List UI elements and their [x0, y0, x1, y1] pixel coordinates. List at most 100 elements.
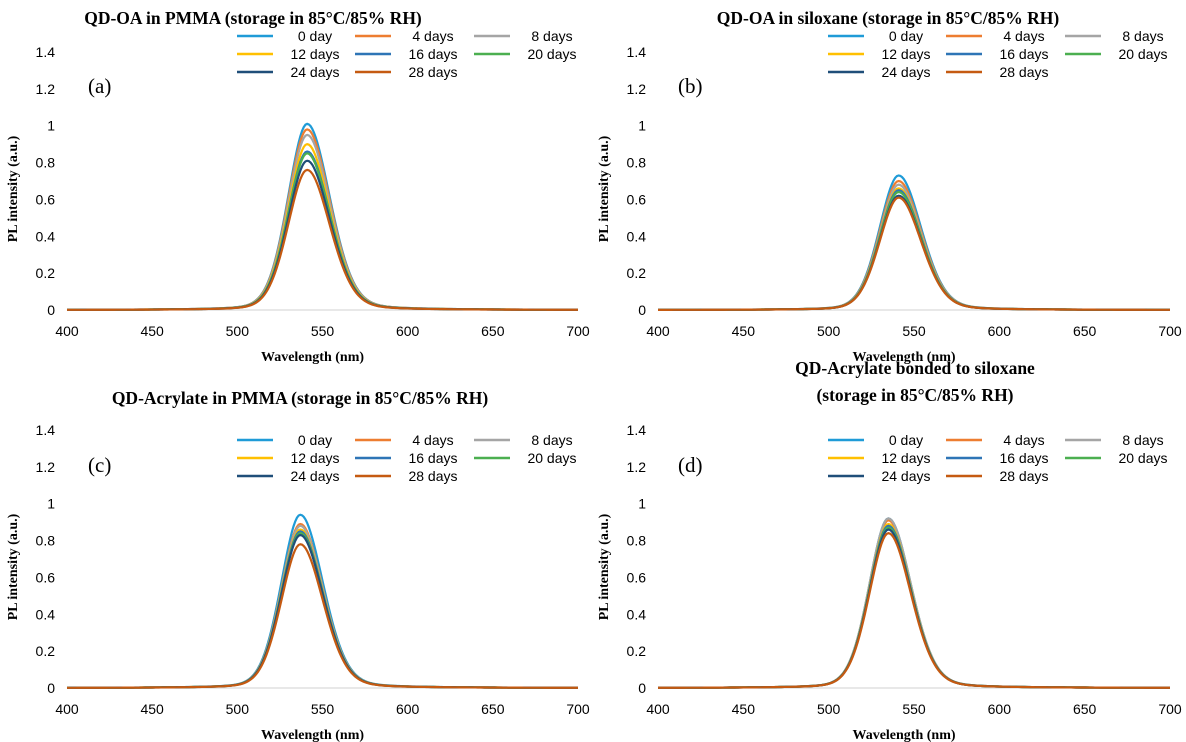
legend-label: 16 days [408, 450, 457, 466]
legend-label: 24 days [290, 64, 339, 80]
x-tick-label: 500 [226, 323, 250, 339]
legend-label: 24 days [881, 468, 930, 484]
legend-label: 8 days [1122, 432, 1163, 448]
legend-label: 4 days [1003, 28, 1044, 44]
legend-label: 28 days [999, 64, 1048, 80]
y-tick-label: 1 [47, 496, 55, 512]
chart-title: QD-OA in siloxane (storage in 85°C/85% R… [717, 8, 1060, 28]
y-axis-label: PL intensity (a.u.) [597, 135, 612, 242]
y-tick-label: 0.6 [627, 569, 647, 585]
chart-panel-4: QD-Acrylate bonded to siloxane (storage i… [597, 358, 1182, 742]
legend-label: 20 days [1118, 46, 1167, 62]
legend-label: 16 days [999, 450, 1048, 466]
x-tick-label: 550 [902, 323, 926, 339]
x-axis-label: Wavelength (nm) [852, 728, 955, 742]
x-tick-label: 550 [311, 323, 335, 339]
y-axis-label: PL intensity (a.u.) [6, 513, 21, 620]
x-tick-label: 500 [817, 701, 841, 717]
y-tick-label: 0.2 [36, 265, 56, 281]
panel-label: (a) [88, 74, 111, 98]
series-line-0-day [67, 124, 578, 310]
y-axis-label: PL intensity (a.u.) [6, 135, 21, 242]
x-tick-label: 700 [566, 701, 590, 717]
y-tick-label: 1 [47, 118, 55, 134]
y-tick-label: 1.2 [36, 81, 56, 97]
y-tick-label: 1 [638, 118, 646, 134]
x-tick-label: 700 [566, 323, 590, 339]
x-tick-label: 450 [140, 701, 164, 717]
panel-label: (d) [678, 453, 703, 477]
x-tick-label: 600 [396, 701, 420, 717]
legend-label: 16 days [999, 46, 1048, 62]
y-tick-label: 1.2 [627, 459, 647, 475]
y-tick-label: 0.2 [36, 643, 56, 659]
x-tick-label: 400 [55, 701, 79, 717]
chart-panel-1: QD-OA in PMMA (storage in 85°C/85% RH) 0 0… [6, 8, 590, 365]
chart-title: (storage in 85°C/85% RH) [816, 385, 1013, 405]
legend-label: 4 days [1003, 432, 1044, 448]
x-tick-label: 500 [226, 701, 250, 717]
y-tick-label: 0.6 [36, 191, 56, 207]
legend-label: 24 days [881, 64, 930, 80]
legend-label: 20 days [1118, 450, 1167, 466]
x-axis-label: Wavelength (nm) [261, 728, 364, 742]
y-tick-label: 0.8 [627, 155, 647, 171]
y-tick-label: 0.6 [36, 569, 56, 585]
panel-label: (c) [88, 453, 111, 477]
x-tick-label: 400 [646, 701, 670, 717]
y-tick-label: 1 [638, 496, 646, 512]
chart-panel-2: QD-OA in siloxane (storage in 85°C/85% R… [597, 8, 1182, 365]
x-tick-label: 450 [140, 323, 164, 339]
x-tick-label: 400 [55, 323, 79, 339]
legend-label: 16 days [408, 46, 457, 62]
legend-label: 4 days [412, 432, 453, 448]
y-axis-label: PL intensity (a.u.) [597, 513, 612, 620]
y-tick-label: 0.8 [627, 533, 647, 549]
y-tick-label: 1.4 [627, 422, 647, 438]
series-line-8-days [67, 526, 578, 688]
series-line-24-days [67, 535, 578, 688]
x-tick-label: 500 [817, 323, 841, 339]
series-line-28-days [67, 544, 578, 688]
y-tick-label: 0.4 [36, 228, 56, 244]
series-line-4-days [67, 129, 578, 309]
y-tick-label: 0 [47, 302, 55, 318]
legend-label: 8 days [531, 28, 572, 44]
x-tick-label: 700 [1158, 323, 1182, 339]
series-line-4-days [67, 524, 578, 688]
series-line-12-days [67, 530, 578, 688]
x-tick-label: 450 [732, 323, 756, 339]
legend-label: 28 days [408, 64, 457, 80]
y-tick-label: 1.2 [36, 459, 56, 475]
chart-title: QD-OA in PMMA (storage in 85°C/85% RH) [84, 8, 422, 28]
legend-label: 4 days [412, 28, 453, 44]
y-tick-label: 0 [638, 302, 646, 318]
y-tick-label: 0 [638, 680, 646, 696]
legend-label: 12 days [290, 450, 339, 466]
legend-label: 8 days [531, 432, 572, 448]
x-tick-label: 650 [1073, 323, 1097, 339]
x-axis-label: Wavelength (nm) [261, 350, 364, 365]
series-line-16-days [67, 531, 578, 687]
x-tick-label: 400 [646, 323, 670, 339]
y-tick-label: 1.4 [627, 44, 647, 60]
x-tick-label: 600 [988, 323, 1012, 339]
legend-label: 20 days [527, 46, 576, 62]
legend-label: 0 day [298, 432, 332, 448]
series-line-0-day [658, 175, 1170, 309]
y-tick-label: 0.4 [627, 606, 647, 622]
y-tick-label: 0.2 [627, 265, 647, 281]
y-tick-label: 0.8 [36, 533, 56, 549]
y-tick-label: 1.4 [36, 422, 56, 438]
x-tick-label: 650 [481, 323, 505, 339]
legend-label: 8 days [1122, 28, 1163, 44]
x-tick-label: 600 [396, 323, 420, 339]
legend-label: 28 days [408, 468, 457, 484]
x-tick-label: 650 [1073, 701, 1097, 717]
y-tick-label: 0 [47, 680, 55, 696]
chart-title: QD-Acrylate bonded to siloxane [795, 358, 1035, 378]
panel-label: (b) [678, 74, 703, 98]
x-tick-label: 450 [732, 701, 756, 717]
y-tick-label: 0.8 [36, 155, 56, 171]
